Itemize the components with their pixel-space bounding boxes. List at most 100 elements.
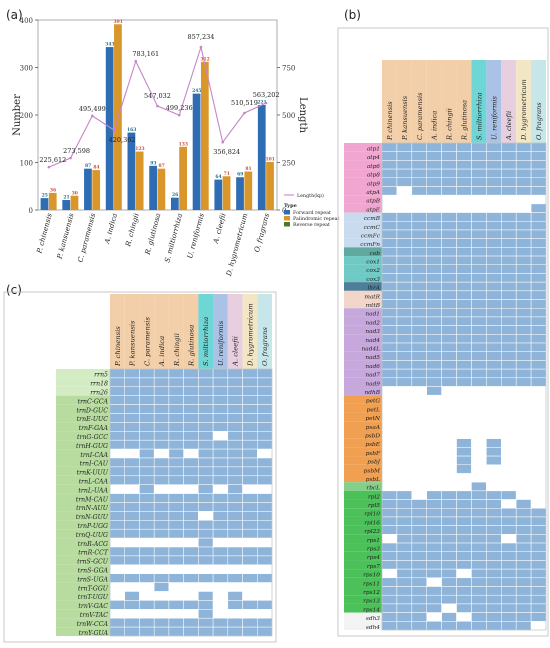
heatmap-cell <box>227 582 243 592</box>
row-label-box <box>56 466 110 476</box>
heatmap-cell <box>183 475 199 485</box>
row-label-box <box>344 325 382 335</box>
column-header-box <box>110 294 125 369</box>
heatmap-cell <box>168 564 184 574</box>
heatmap-cell <box>124 617 140 628</box>
column-label: R. glutinosa <box>461 100 469 141</box>
row-label: trnH-GUG <box>76 443 108 450</box>
row-label: rrn18 <box>90 381 108 388</box>
heatmap-cell <box>124 582 140 592</box>
heatmap-cell <box>139 377 155 388</box>
heatmap-cell <box>153 511 170 521</box>
row-label: trnV-GAC <box>78 603 108 610</box>
heatmap-cell <box>257 511 273 521</box>
panel-b-label: (b) <box>344 8 361 22</box>
row-label-box <box>344 516 382 526</box>
heatmap-cell <box>212 502 229 512</box>
heatmap-cell <box>183 564 199 574</box>
heatmap-frame <box>3 291 277 643</box>
heatmap-cell <box>198 520 214 530</box>
row-label-box <box>344 386 382 396</box>
heatmap-cell <box>183 591 199 601</box>
row-label: psbJ <box>367 460 380 466</box>
heatmap-cell <box>153 617 170 628</box>
heatmap-cell <box>198 413 214 423</box>
heatmap-cell <box>212 528 229 539</box>
heatmap-cell <box>109 493 125 503</box>
heatmap-cell <box>257 422 273 432</box>
heatmap-cell <box>153 404 170 414</box>
row-label: trnY-GUA <box>79 630 109 637</box>
heatmap-cell <box>183 493 199 503</box>
heatmap-cell <box>198 431 214 441</box>
heatmap-cell <box>153 466 170 477</box>
row-label-box <box>344 456 382 465</box>
row-label-box <box>344 403 382 413</box>
column-header-box <box>124 294 140 369</box>
bar-value-label: 36 <box>50 187 56 193</box>
heatmap-cell <box>183 511 199 521</box>
heatmap-cell <box>168 466 184 477</box>
row-label: rpl16 <box>364 520 380 526</box>
bar-value-label: 123 <box>135 146 144 152</box>
heatmap-cell <box>109 466 125 477</box>
row-label: nad7 <box>365 373 380 379</box>
row-label: trnL-CAA <box>79 479 109 486</box>
panel-a-label: (a) <box>6 8 23 22</box>
heatmap-cell <box>153 520 170 530</box>
heatmap-cell <box>109 600 125 610</box>
row-label-box <box>344 377 382 387</box>
heatmap-cell <box>242 511 258 521</box>
heatmap-cell <box>227 609 243 619</box>
legend-label: Palindromic repeat <box>293 216 339 222</box>
bar-value-label: 84 <box>93 165 99 171</box>
bar-value-label: 163 <box>127 127 136 133</box>
row-label: ccmFn <box>360 242 380 248</box>
row-label: rps10 <box>363 573 380 579</box>
heatmap-cell <box>212 439 229 450</box>
row-label: psbD <box>365 433 380 439</box>
length-label: 273,598 <box>63 147 90 155</box>
heatmap-cell <box>227 520 243 530</box>
row-label-box <box>344 334 382 344</box>
heatmap-cell <box>257 609 273 619</box>
column-header-box <box>441 60 457 143</box>
heatmap-cell <box>227 457 243 468</box>
heatmap-cell <box>212 404 229 414</box>
heatmap-cell <box>257 457 273 468</box>
row-label: rps12 <box>363 590 380 596</box>
bar-value-label: 25 <box>42 193 48 199</box>
y-axis-title: Number <box>12 94 23 136</box>
heatmap-cell <box>168 431 184 441</box>
heatmap-cell <box>212 511 229 521</box>
heatmap-cell <box>257 573 273 583</box>
row-label: sdh4 <box>366 625 380 631</box>
row-label-box <box>56 377 110 387</box>
heatmap-cell <box>139 564 155 574</box>
heatmap-cell <box>198 377 214 388</box>
heatmap-cell <box>183 484 199 494</box>
column-header-box <box>242 294 258 369</box>
row-label-box <box>344 543 382 552</box>
heatmap-cell <box>257 404 273 414</box>
row-label: sdh3 <box>366 616 380 622</box>
heatmap-cell <box>257 564 273 574</box>
row-label-box <box>344 586 382 596</box>
heatmap-cell <box>198 600 214 610</box>
heatmap-cell <box>109 573 125 583</box>
row-label: trnK-UUU <box>77 470 109 477</box>
bar <box>222 176 231 210</box>
bar-value-label: 245 <box>192 88 201 94</box>
heatmap-cell <box>153 422 170 432</box>
heatmap-cell <box>212 457 229 468</box>
heatmap-cell <box>139 439 155 450</box>
heatmap-cell <box>183 457 199 468</box>
row-label: nad5 <box>365 355 380 361</box>
heatmap-cell <box>257 413 273 423</box>
heatmap-cell <box>168 600 184 610</box>
heatmap-cell <box>139 546 155 557</box>
row-label: rbcL <box>366 486 380 492</box>
length-point <box>221 140 224 144</box>
heatmap-cell <box>227 528 243 539</box>
